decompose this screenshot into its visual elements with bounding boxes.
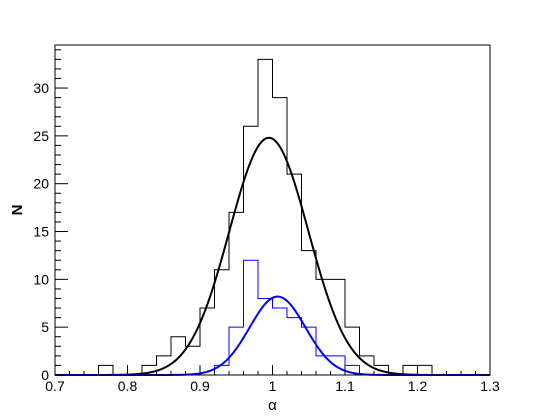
x-tick-label: 1.3 [480,378,500,394]
x-tick-label: 0.8 [118,378,138,394]
y-tick-labels: 0 5 10 15 20 25 30 [33,80,49,383]
y-tick-label: 10 [33,271,49,287]
y-tick-label: 30 [33,80,49,96]
y-tick-label: 15 [33,224,49,240]
x-tick-label: 1.1 [335,378,355,394]
x-axis-ticks [54,365,491,375]
y-tick-label: 20 [33,176,49,192]
histogram-outline [98,58,433,376]
y-axis-label: N [9,205,26,216]
y-tick-label: 25 [33,128,49,144]
x-tick-label: 1 [269,378,277,394]
x-tick-label: 0.7 [45,378,65,394]
y-axis-ticks [55,49,68,376]
y-tick-label: 0 [41,367,49,383]
x-tick-label: 0.9 [190,378,210,394]
x-tick-label: 1.2 [408,378,428,394]
histogram-outline [185,259,374,376]
x-tick-labels: 0.7 0.8 0.9 1 1.1 1.2 1.3 [45,378,500,394]
y-tick-label: 5 [41,319,49,335]
x-axis-label: α [268,397,277,414]
